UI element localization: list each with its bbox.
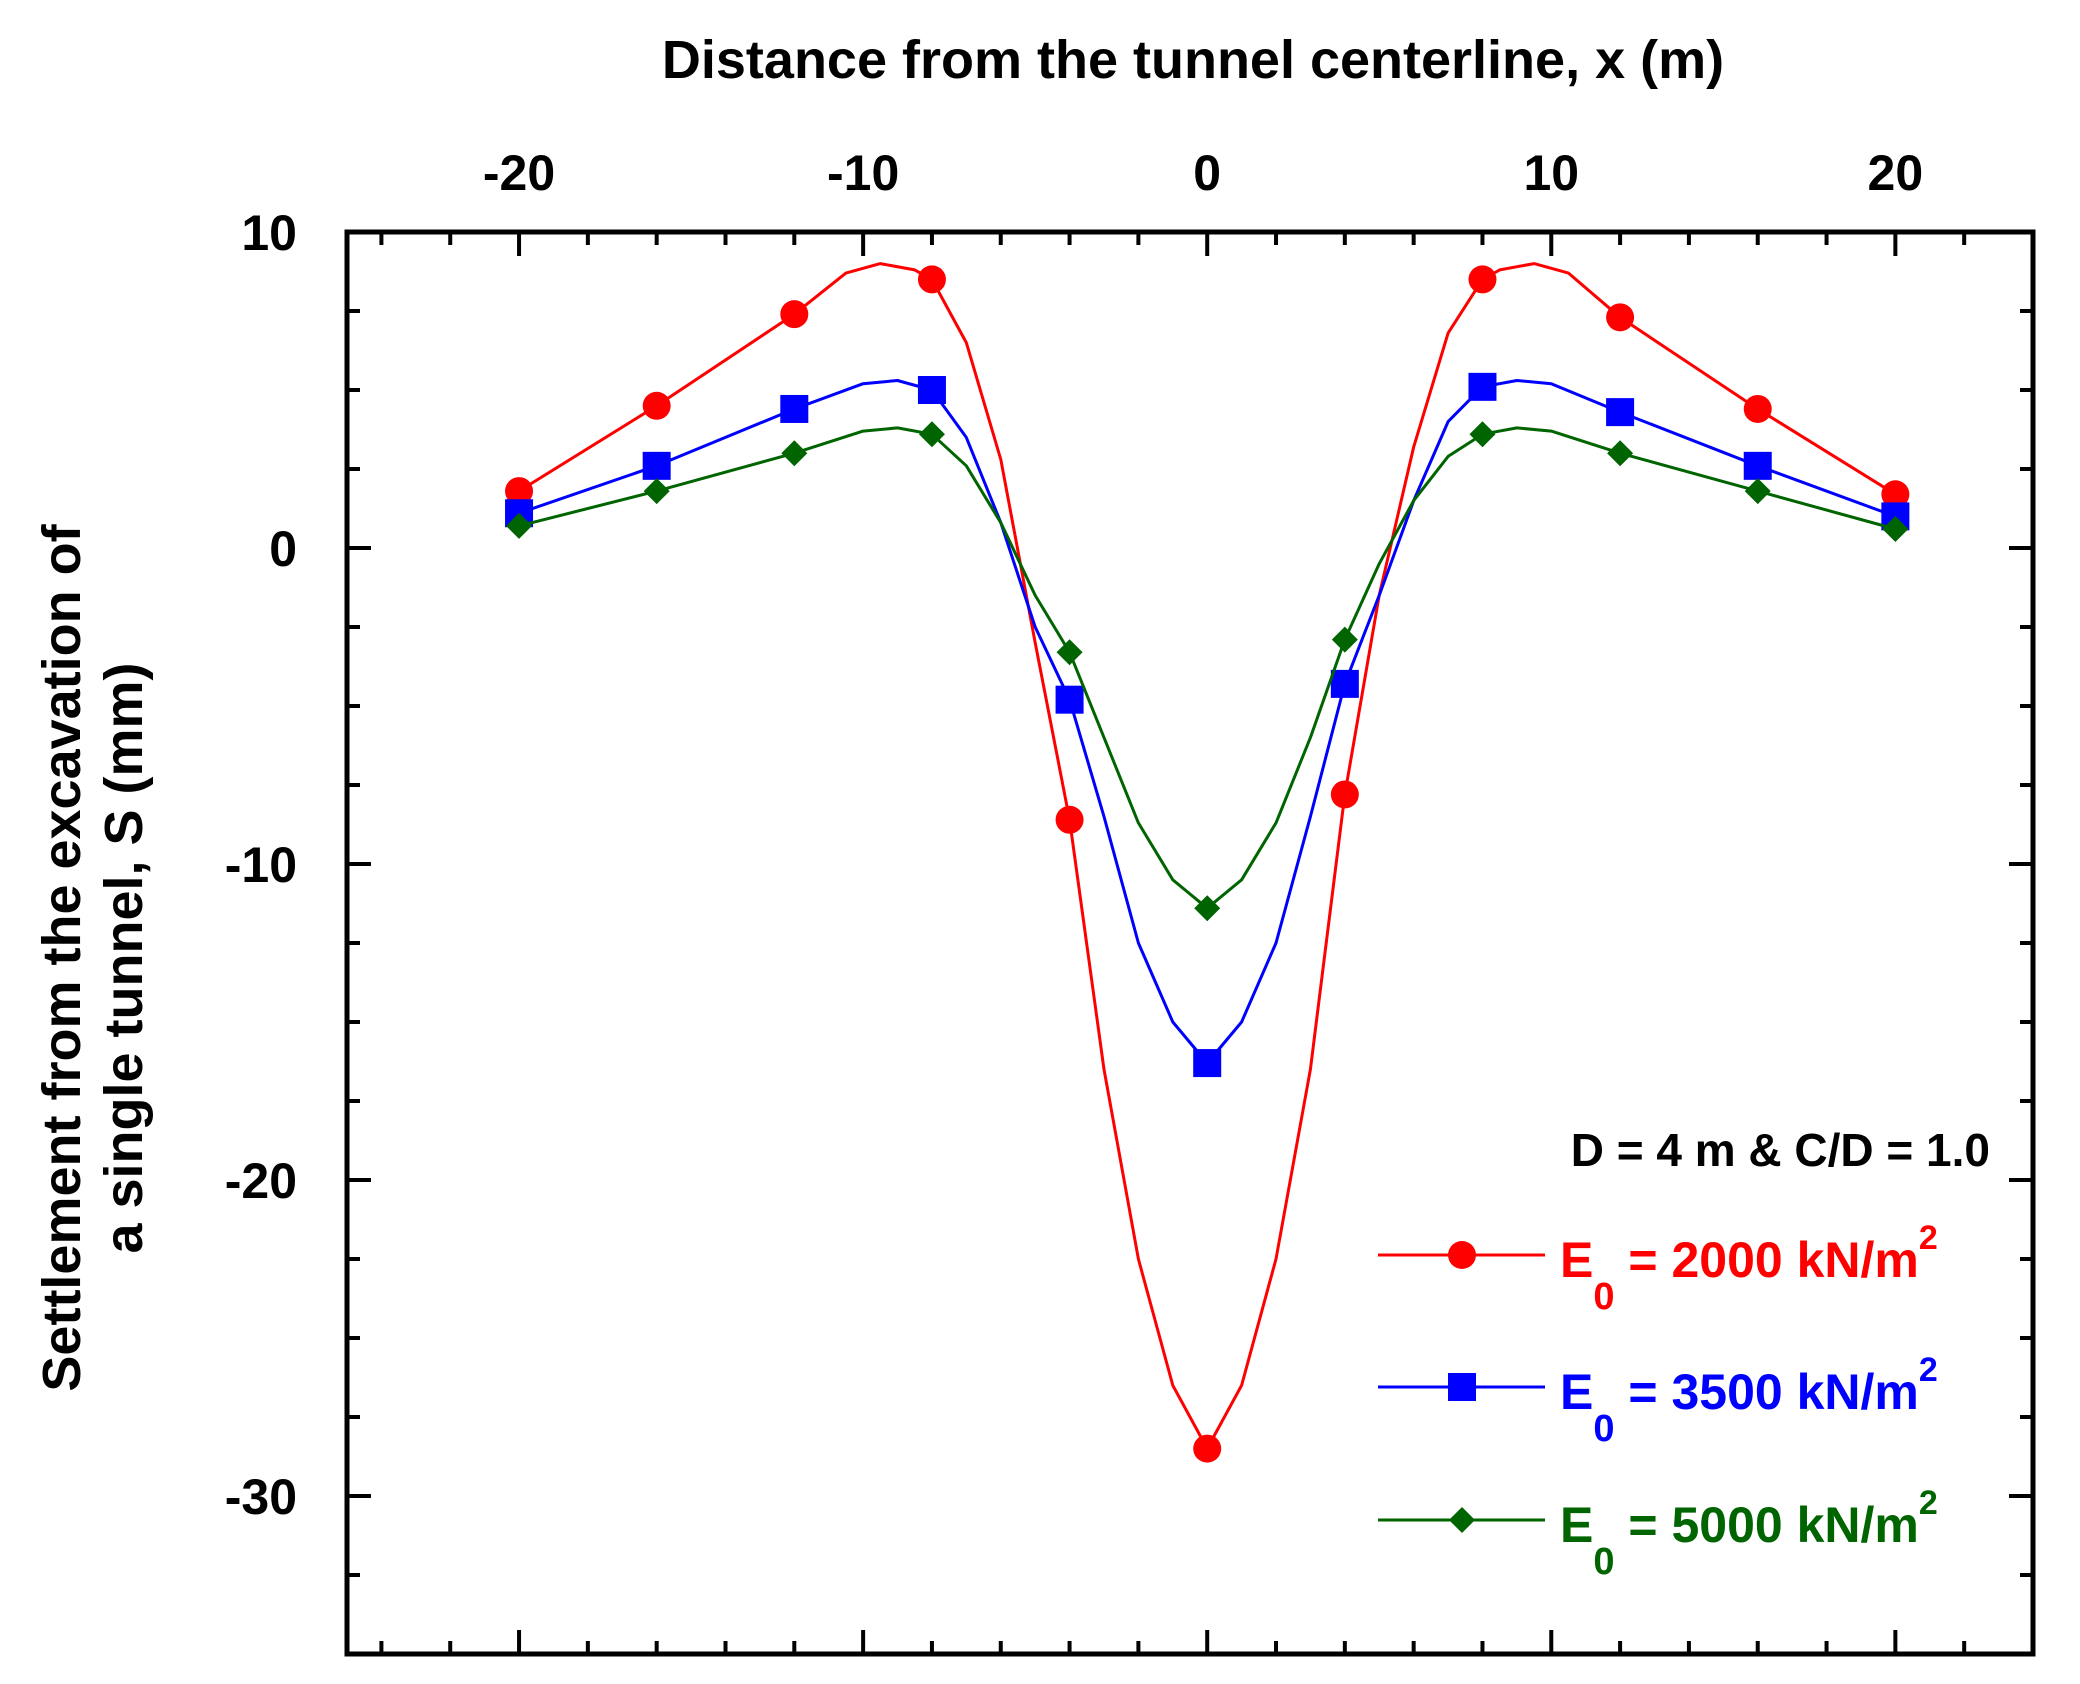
- data-point-square: [642, 451, 671, 480]
- y-tick-label: -30: [225, 1469, 297, 1525]
- data-point-circle: [1743, 394, 1772, 423]
- data-point-square: [1606, 398, 1635, 427]
- legend-label-sup: 2: [1919, 1484, 1938, 1522]
- data-point-diamond: [1449, 1507, 1475, 1533]
- data-point-diamond: [1056, 639, 1083, 666]
- y-tick-labels: 10 0 -10 -20 -30: [225, 205, 297, 1525]
- data-point-square: [1330, 669, 1359, 698]
- x-axis-label: Distance from the tunnel centerline, x (…: [662, 30, 1724, 90]
- data-point-circle: [1468, 265, 1497, 294]
- legend-label-main: E: [1560, 1364, 1593, 1420]
- legend-label-main: E: [1560, 1497, 1593, 1553]
- data-point-diamond: [1331, 626, 1358, 653]
- data-point-circle: [780, 300, 809, 329]
- data-point-diamond: [1882, 516, 1909, 543]
- annotation-text: D = 4 m & C/D = 1.0: [1571, 1124, 1990, 1176]
- data-point-square: [1055, 685, 1084, 714]
- y-tick-label: -20: [225, 1153, 297, 1209]
- x-tick-label: 0: [1193, 145, 1221, 201]
- data-point-diamond: [1744, 478, 1771, 505]
- data-point-square: [1468, 372, 1497, 401]
- data-point-diamond: [918, 421, 945, 448]
- data-point-diamond: [1194, 895, 1221, 922]
- data-point-square: [1448, 1373, 1476, 1401]
- legend-label-rest: = 3500 kN/m: [1615, 1364, 1919, 1420]
- data-point-circle: [1193, 1434, 1222, 1463]
- legend-item-2: E0 = 3500 kN/m2: [1378, 1351, 1938, 1450]
- data-point-circle: [642, 391, 671, 420]
- x-tick-label: -10: [827, 145, 899, 201]
- legend-label-sub: 0: [1593, 1408, 1614, 1450]
- legend-label: E0 = 3500 kN/m2: [1560, 1351, 1938, 1450]
- data-point-square: [1193, 1049, 1222, 1078]
- data-point-diamond: [643, 478, 670, 505]
- data-point-square: [917, 376, 946, 404]
- series-2: [505, 372, 1910, 1078]
- series-line: [518, 426, 1896, 910]
- legend-label-rest: = 2000 kN/m: [1615, 1232, 1919, 1288]
- data-point-diamond: [506, 512, 533, 539]
- legend-label-sup: 2: [1919, 1219, 1938, 1257]
- data-point-circle: [1055, 805, 1084, 834]
- data-point-circle: [917, 265, 946, 294]
- legend-label: E0 = 5000 kN/m2: [1560, 1484, 1938, 1583]
- y-tick-label: -10: [225, 837, 297, 893]
- legend-label-sub: 0: [1593, 1276, 1614, 1318]
- x-tick-label: 20: [1868, 145, 1924, 201]
- data-point-circle: [1881, 480, 1910, 509]
- series-line: [518, 379, 1896, 1065]
- x-tick-label: 10: [1523, 145, 1579, 201]
- data-point-diamond: [1607, 440, 1634, 467]
- series-3: [506, 421, 1909, 922]
- legend-label-rest: = 5000 kN/m: [1615, 1497, 1919, 1553]
- data-point-square: [780, 394, 809, 423]
- legend-label-sub: 0: [1593, 1541, 1614, 1583]
- series-layer: [505, 262, 1910, 1463]
- plot-frame: [344, 229, 2036, 1657]
- legend-label-sup: 2: [1919, 1351, 1938, 1389]
- y-tick-label: 0: [269, 521, 297, 577]
- data-point-circle: [1448, 1241, 1476, 1269]
- data-point-diamond: [1469, 421, 1496, 448]
- series-1: [505, 262, 1910, 1463]
- legend-label: E0 = 2000 kN/m2: [1560, 1219, 1938, 1318]
- y-tick-label: 10: [241, 205, 297, 261]
- legend-item-1: E0 = 2000 kN/m2: [1378, 1219, 1938, 1318]
- y-axis-label-line-2: a single tunnel, S (mm): [94, 662, 154, 1253]
- data-point-square: [1743, 451, 1772, 480]
- legend-label-main: E: [1560, 1232, 1593, 1288]
- legend-item-3: E0 = 5000 kN/m2: [1378, 1484, 1938, 1583]
- data-point-circle: [1330, 780, 1359, 809]
- data-point-circle: [505, 477, 534, 506]
- x-tick-labels: -20 -10 0 10 20: [483, 145, 1923, 201]
- y-axis-label-line-1: Settlement from the excavation of: [32, 523, 92, 1391]
- x-tick-label: -20: [483, 145, 555, 201]
- data-point-diamond: [781, 440, 808, 467]
- data-point-circle: [1606, 303, 1635, 332]
- axis-ticks: [347, 232, 2033, 1654]
